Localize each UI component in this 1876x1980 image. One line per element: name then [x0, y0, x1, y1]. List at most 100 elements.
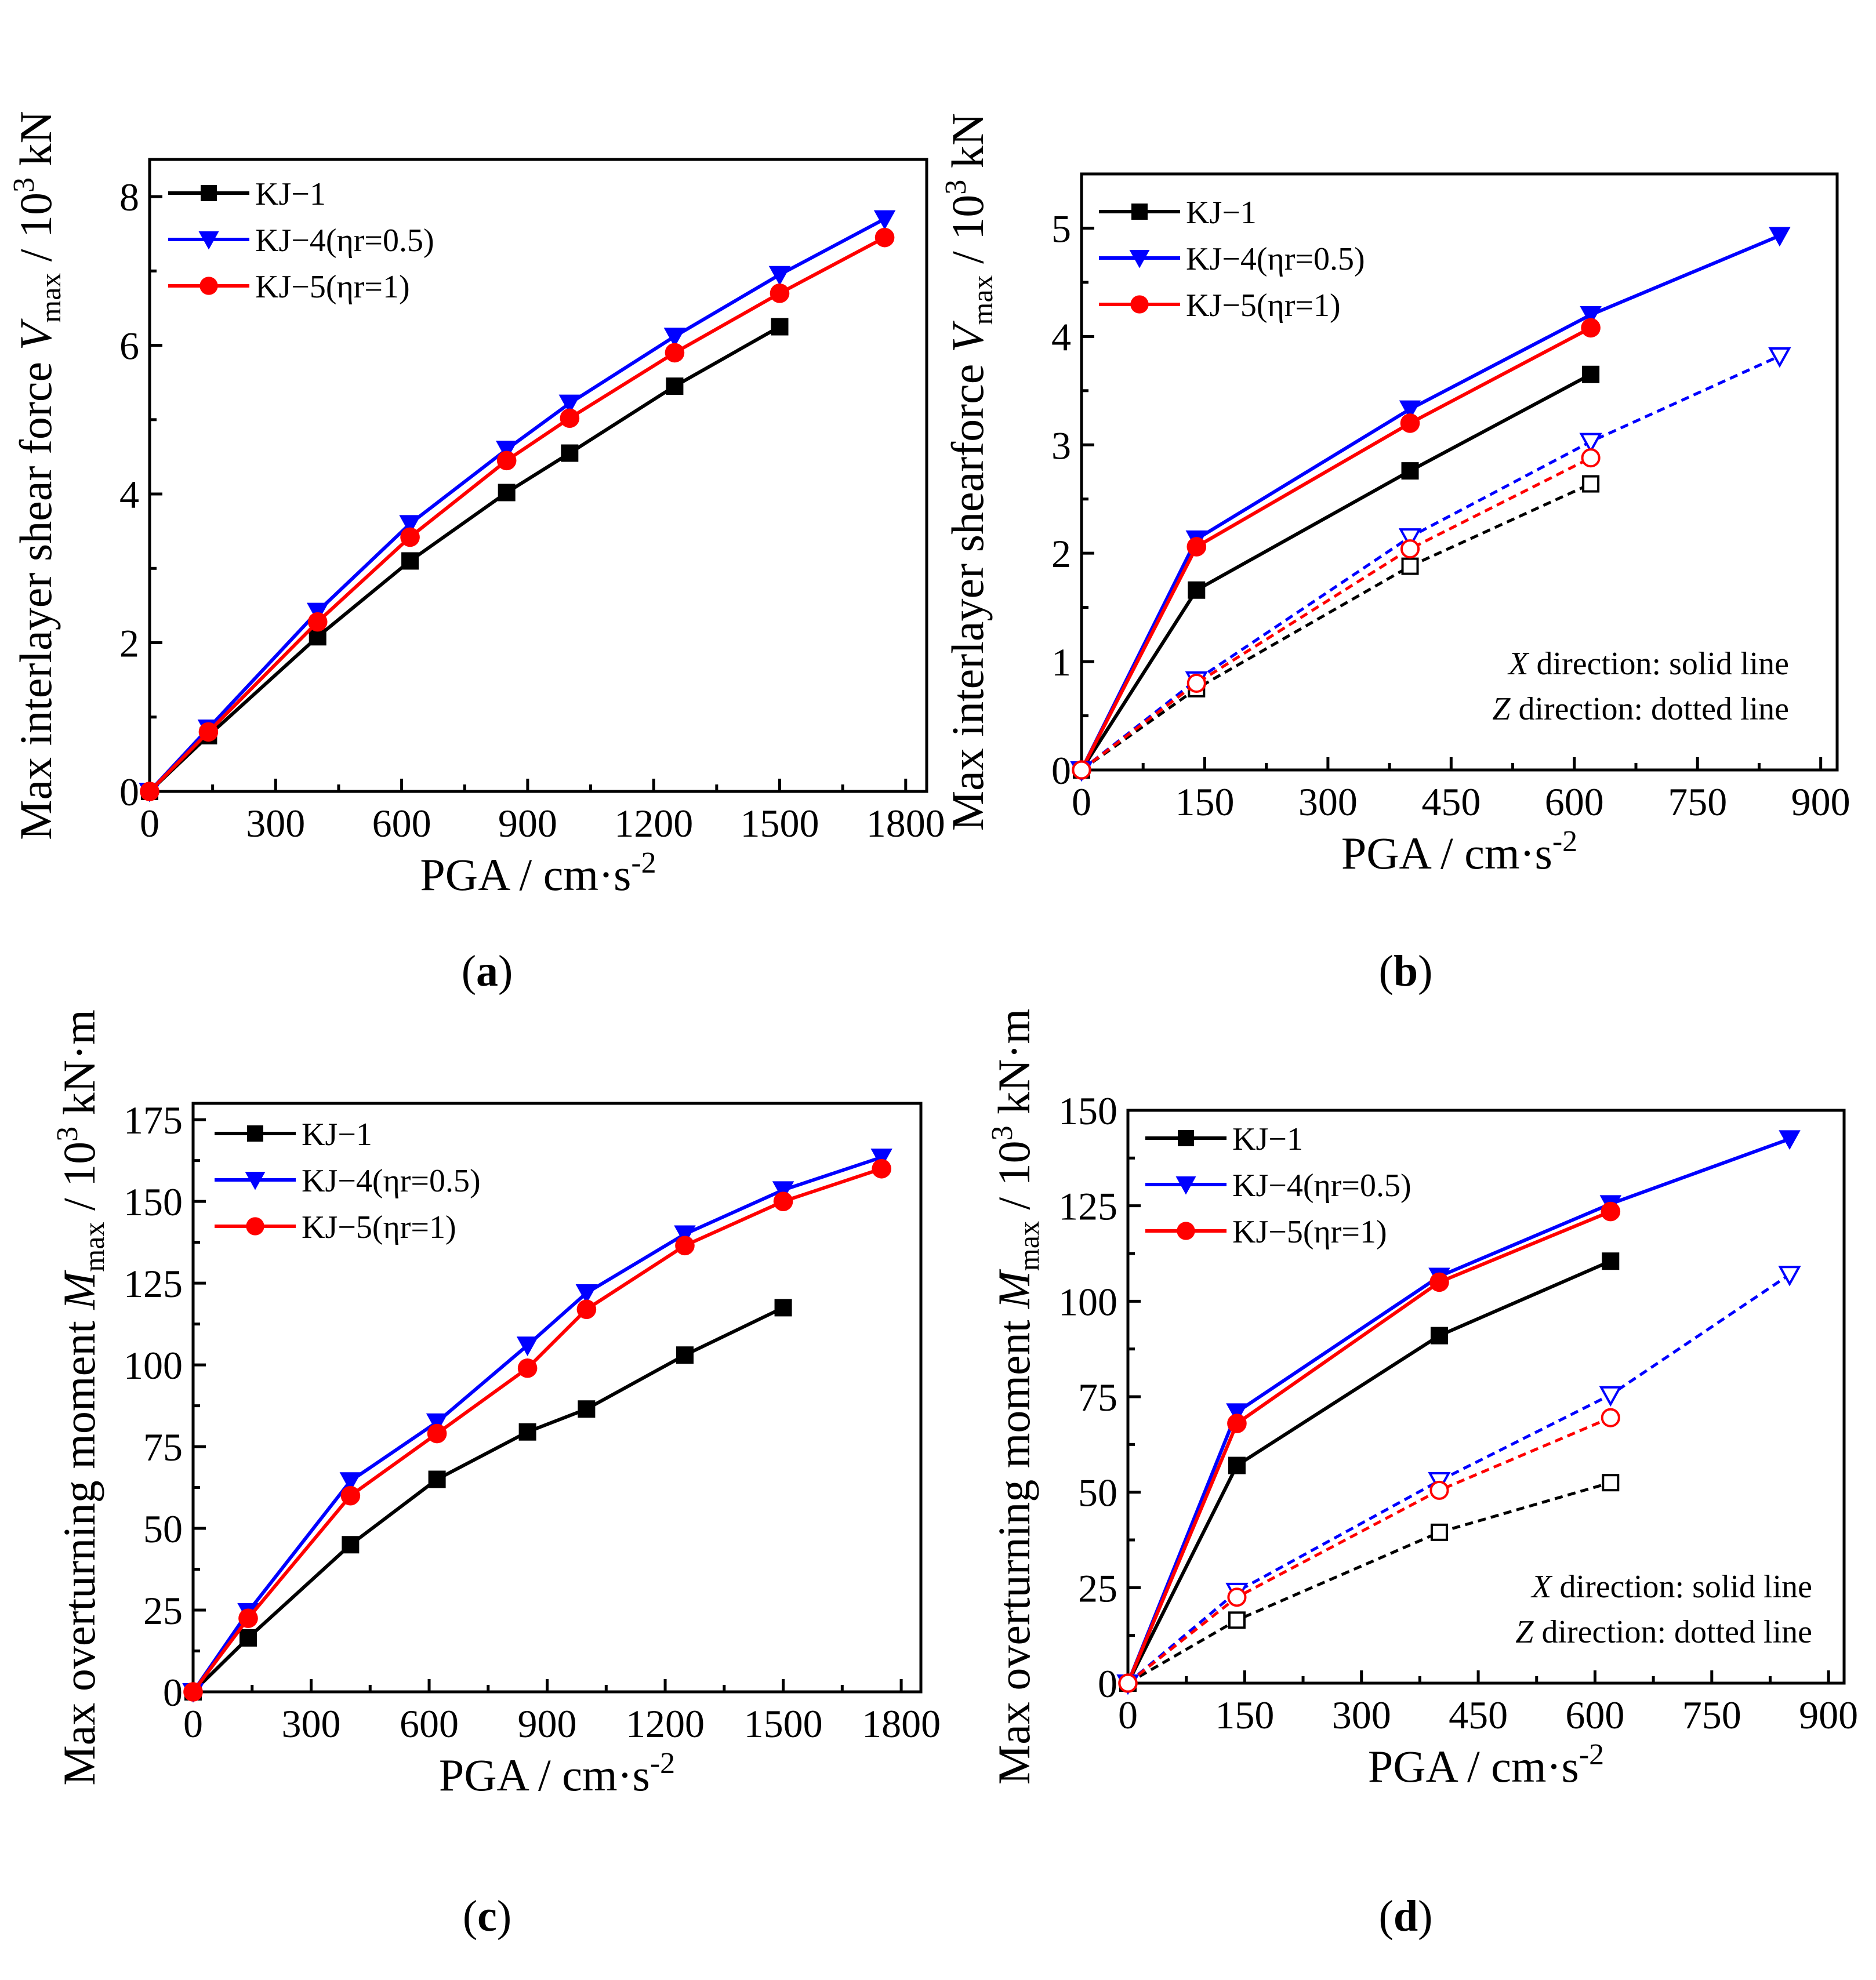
data-point: [516, 1336, 539, 1357]
data-point: [340, 1485, 361, 1506]
x-tick-label: 900: [518, 1702, 577, 1746]
data-point: [873, 210, 896, 230]
data-point: [428, 1470, 446, 1488]
data-point: [1602, 1252, 1620, 1270]
data-point: [1430, 1327, 1448, 1345]
data-point: [872, 1158, 891, 1179]
data-point: [1228, 1456, 1246, 1474]
panel-caption: (d): [1379, 1892, 1433, 1941]
series-line: [1080, 326, 1592, 771]
legend-marker: [1178, 1130, 1194, 1146]
legend-marker: [1175, 1176, 1196, 1195]
legend-marker: [1129, 250, 1150, 268]
data-point: [1579, 433, 1602, 454]
direction-note: X direction: solid line Z direction: dott…: [1492, 646, 1789, 727]
series-line: [1080, 482, 1592, 772]
y-tick-label: 4: [1051, 315, 1071, 359]
data-point: [1186, 673, 1206, 693]
data-point: [1072, 760, 1091, 780]
data-point: [1779, 1130, 1801, 1150]
data-point: [498, 484, 516, 502]
data-point: [1582, 365, 1600, 383]
legend-label: KJ−4(ηr=0.5): [1186, 241, 1365, 277]
y-tick-label: 3: [1051, 423, 1071, 467]
data-point: [140, 782, 159, 801]
y-tick-label: 5: [1051, 206, 1071, 250]
x-tick-label: 600: [1545, 780, 1604, 824]
data-point: [1186, 537, 1207, 557]
x-tick-label: 600: [1565, 1693, 1624, 1737]
legend-marker: [246, 1217, 264, 1236]
data-point: [1400, 539, 1420, 559]
data-point: [676, 1346, 694, 1364]
data-point: [1430, 1523, 1448, 1541]
data-point: [342, 1536, 360, 1554]
legend-label: KJ−5(ηr=1): [1232, 1214, 1387, 1250]
y-tick-label: 150: [124, 1180, 183, 1224]
y-tick-label: 100: [124, 1343, 183, 1387]
data-point: [560, 408, 580, 428]
y-tick-label: 75: [1078, 1375, 1117, 1419]
data-point: [875, 227, 895, 248]
data-point: [1188, 581, 1206, 599]
y-tick-label: 25: [1078, 1566, 1117, 1610]
data-point: [1226, 1403, 1248, 1423]
legend-entry: KJ−4(ηr=0.5): [1099, 241, 1365, 277]
data-point: [768, 266, 791, 286]
y-axis-label: Max interlayer shear force Vmax / 103 kN: [8, 111, 67, 840]
x-tick-label: 0: [183, 1702, 203, 1746]
y-axis-label: Max interlayer shearforce Vmax / 103 kN: [939, 113, 999, 831]
panel-caption: (b): [1379, 947, 1433, 996]
x-tick-label: 0: [1072, 780, 1091, 824]
y-tick-label: 4: [119, 473, 139, 517]
legend-marker: [199, 277, 218, 295]
legend-entry: KJ−1: [168, 176, 326, 212]
x-tick-label: 300: [282, 1702, 341, 1746]
x-tick-label: 1500: [740, 801, 819, 845]
x-tick-label: 900: [1799, 1693, 1858, 1737]
data-point: [772, 1181, 794, 1201]
data-point: [1599, 1386, 1622, 1407]
y-tick-label: 125: [1058, 1185, 1117, 1229]
x-tick-label: 750: [1682, 1693, 1741, 1737]
data-point: [518, 1423, 536, 1441]
x-tick-label: 150: [1215, 1693, 1274, 1737]
legend-label: KJ−4(ηr=0.5): [302, 1163, 481, 1199]
legend-entry: KJ−5(ηr=1): [168, 269, 410, 305]
legend-label: KJ−4(ηr=0.5): [1232, 1168, 1411, 1204]
note-dotted-line: Z direction: dotted line: [1492, 691, 1789, 727]
x-tick-label: 450: [1421, 780, 1481, 824]
chart-panel-c: 0 300 600 900 1200 1500 1800 0 25 50 75 100 125 150 17…: [51, 1009, 941, 1941]
x-tick-label: 1200: [626, 1702, 705, 1746]
data-point: [1582, 475, 1600, 493]
data-point: [774, 1299, 792, 1317]
series-x-1: [182, 1149, 892, 1703]
data-point: [665, 343, 685, 363]
x-tick-label: 450: [1449, 1693, 1508, 1737]
data-point: [339, 1472, 362, 1492]
data-point: [561, 444, 579, 462]
data-point: [1400, 413, 1420, 433]
data-point: [558, 394, 581, 415]
x-axis-label: PGA / cm·s-2: [1341, 825, 1577, 878]
legend: KJ−1 KJ−4(ηr=0.5) KJ−5(ηr=1): [1099, 195, 1365, 324]
data-point: [401, 552, 419, 570]
x-tick-label: 1800: [862, 1702, 941, 1746]
series-x-0: [1119, 1252, 1620, 1692]
data-point: [400, 527, 420, 547]
legend-marker: [198, 231, 219, 250]
y-tick-label: 100: [1058, 1280, 1117, 1324]
legend-marker: [245, 1172, 266, 1190]
data-point: [1227, 1414, 1247, 1433]
legend: KJ−1 KJ−4(ηr=0.5) KJ−5(ηr=1): [1145, 1121, 1411, 1250]
data-point: [1768, 347, 1791, 368]
data-point: [307, 612, 328, 632]
plot-frame: [148, 158, 928, 793]
data-point: [1581, 318, 1601, 338]
panel-caption: (a): [462, 947, 513, 996]
legend-label: KJ−1: [1186, 195, 1257, 231]
data-point: [1398, 528, 1422, 549]
series-line: [1126, 1259, 1612, 1684]
x-tick-label: 150: [1175, 780, 1234, 824]
legend-marker: [1177, 1222, 1195, 1240]
